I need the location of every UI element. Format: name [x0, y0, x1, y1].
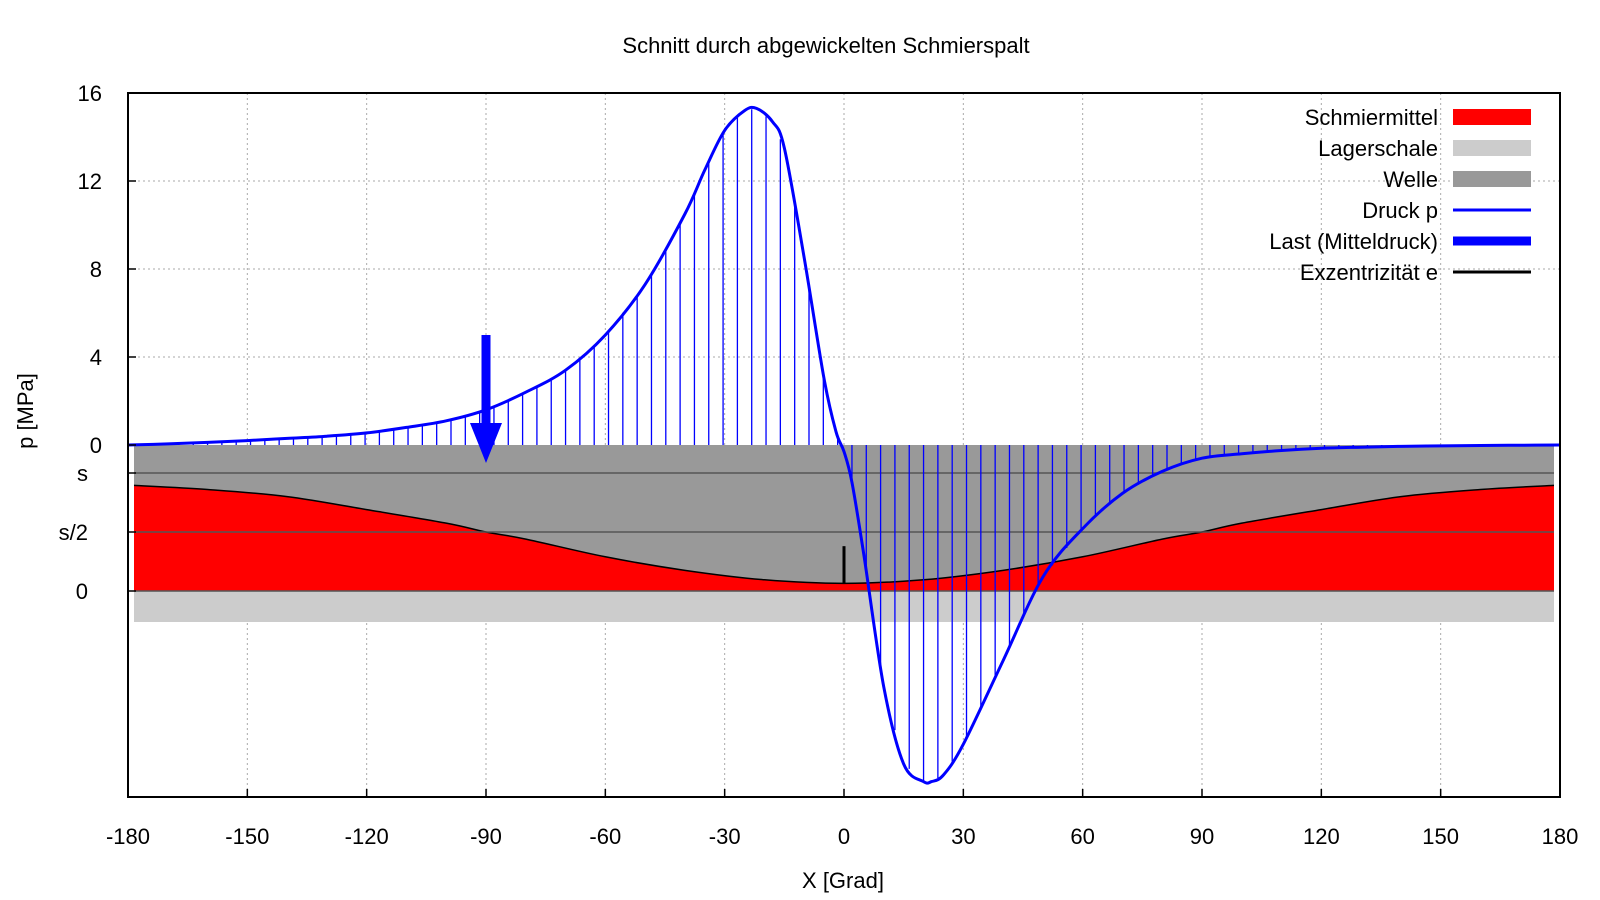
x-tick-label: -30	[709, 824, 741, 849]
x-tick-label: 180	[1542, 824, 1579, 849]
legend-label: Exzentrizität e	[1300, 260, 1438, 285]
x-tick-label: 60	[1070, 824, 1094, 849]
x-tick-label: -180	[106, 824, 150, 849]
x-tick-label: 0	[838, 824, 850, 849]
x-tick-label: -150	[225, 824, 269, 849]
x-tick-label: 30	[951, 824, 975, 849]
legend-swatch	[1453, 109, 1531, 125]
x-tick-label: 120	[1303, 824, 1340, 849]
p-tick-label: 0	[90, 433, 102, 458]
legend-label: Last (Mitteldruck)	[1269, 229, 1438, 254]
legend-label: Welle	[1383, 167, 1438, 192]
p-tick-label: 4	[90, 345, 102, 370]
legend-label: Lagerschale	[1318, 136, 1438, 161]
pressure-layer	[127, 105, 1561, 785]
axis-ticks: -180 -150 -120 -90 -60 -30 0 30 60 90 120 150 180048…	[59, 81, 1579, 849]
x-tick-label: -120	[345, 824, 389, 849]
gap-tick-label: s	[77, 461, 88, 486]
legend-label: Schmiermittel	[1305, 105, 1438, 130]
gap-tick-label: 0	[76, 579, 88, 604]
legend-swatch	[1453, 171, 1531, 187]
gap-tick-label: s/2	[59, 520, 88, 545]
x-tick-label: 90	[1190, 824, 1214, 849]
x-tick-label: -90	[470, 824, 502, 849]
p-tick-label: 16	[78, 81, 102, 106]
x-tick-label: 150	[1422, 824, 1459, 849]
markers	[470, 335, 846, 584]
legend-swatch	[1453, 140, 1531, 156]
legend: Schmiermittel Lagerschale Welle Druck p Last…	[1269, 105, 1531, 285]
chart-title: Schnitt durch abgewickelten Schmierspalt	[622, 33, 1029, 58]
p-tick-label: 8	[90, 257, 102, 282]
legend-label: Druck p	[1362, 198, 1438, 223]
x-tick-label: -60	[589, 824, 621, 849]
p-tick-label: 12	[78, 169, 102, 194]
lubricant-region	[134, 485, 1554, 591]
pressure-curve	[127, 105, 1561, 785]
y-axis-label: p [MPa]	[13, 373, 38, 449]
gap-fills	[133, 445, 1555, 622]
x-axis-label: X [Grad]	[802, 868, 884, 893]
pressure-hatch	[135, 109, 1540, 782]
load-arrow-head	[470, 423, 502, 463]
bearing-shell-region	[134, 591, 1554, 622]
